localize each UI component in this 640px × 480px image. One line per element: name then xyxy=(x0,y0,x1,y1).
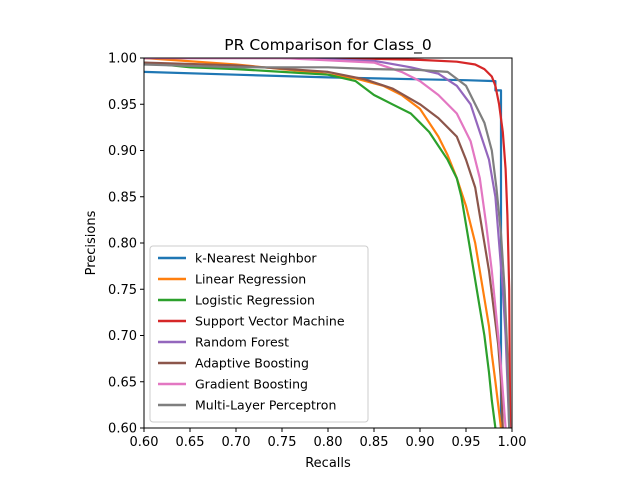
x-tick-label: 0.80 xyxy=(314,435,343,450)
x-tick-label: 0.70 xyxy=(222,435,251,450)
y-tick-label: 0.90 xyxy=(108,144,137,159)
legend-box xyxy=(149,245,369,423)
x-tick-label: 1.00 xyxy=(498,435,527,450)
legend-label-3: Support Vector Machine xyxy=(195,314,345,329)
y-tick-label: 0.95 xyxy=(108,98,137,113)
x-axis-title: Recalls xyxy=(305,456,351,471)
x-axis-ticks: 0.60 0.65 0.70 0.75 0.80 0.85 0.90 0.95 1.00 xyxy=(130,428,527,450)
x-tick-label: 0.60 xyxy=(130,435,159,450)
legend-label-5: Adaptive Boosting xyxy=(195,356,309,371)
x-tick-label: 0.85 xyxy=(360,435,389,450)
legend-label-7: Multi-Layer Perceptron xyxy=(195,398,336,413)
series-line-0 xyxy=(144,70,503,428)
legend-label-1: Linear Regression xyxy=(195,272,306,287)
series-line-4 xyxy=(144,58,511,428)
series-line-2 xyxy=(144,61,497,428)
x-tick-label: 0.95 xyxy=(452,435,481,450)
x-tick-label: 0.75 xyxy=(268,435,297,450)
legend-label-4: Random Forest xyxy=(195,335,289,350)
legend-label-0: k-Nearest Neighbor xyxy=(195,251,317,266)
y-tick-label: 0.60 xyxy=(108,422,137,437)
series-line-3 xyxy=(144,58,512,428)
y-tick-label: 0.70 xyxy=(108,329,137,344)
series-line-7 xyxy=(144,63,511,428)
x-tick-label: 0.90 xyxy=(406,435,435,450)
series-line-6 xyxy=(144,58,507,428)
y-tick-label: 0.85 xyxy=(108,190,137,205)
legend: k-Nearest Neighbor Linear Regression Logis… xyxy=(149,245,369,423)
series-line-5 xyxy=(144,61,504,428)
y-tick-label: 0.75 xyxy=(108,283,137,298)
chart-title: PR Comparison for Class_0 xyxy=(224,36,431,55)
y-tick-label: 0.65 xyxy=(108,375,137,390)
y-axis-title: Precisions xyxy=(84,210,99,275)
y-tick-label: 0.80 xyxy=(108,237,137,252)
x-tick-label: 0.65 xyxy=(176,435,205,450)
y-axis-ticks: 0.60 0.65 0.70 0.75 0.80 0.85 0.90 0.95 1.00 xyxy=(108,52,144,437)
series-layer xyxy=(144,58,512,428)
legend-label-2: Logistic Regression xyxy=(195,293,315,308)
legend-label-6: Gradient Boosting xyxy=(195,377,308,392)
y-tick-label: 1.00 xyxy=(108,52,137,67)
